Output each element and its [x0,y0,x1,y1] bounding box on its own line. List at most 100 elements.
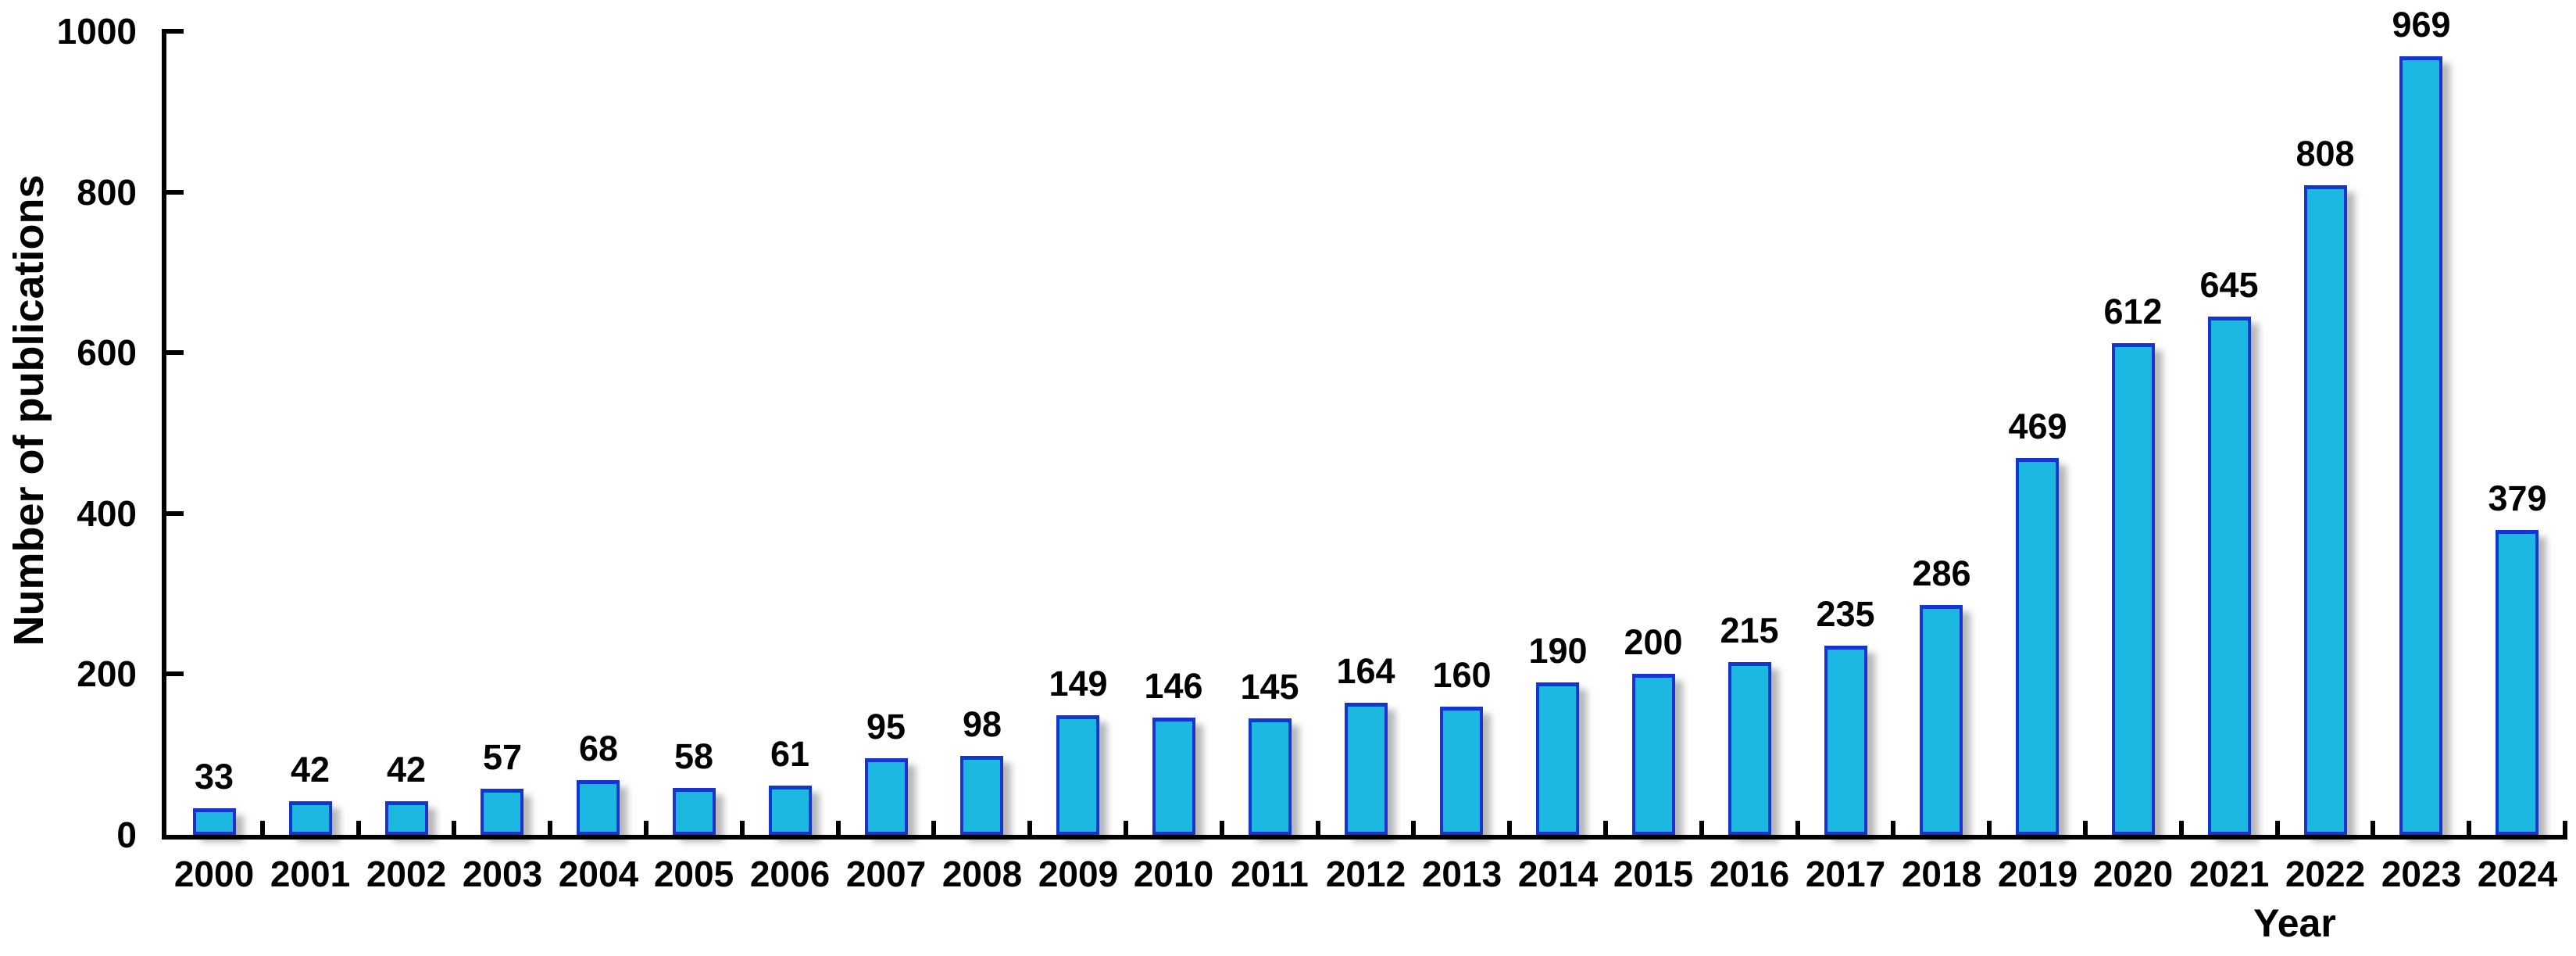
bar-2011 [1249,718,1292,835]
bar-value-label: 286 [1912,553,1971,593]
bar-value-label: 235 [1816,594,1875,634]
x-tick [259,821,265,835]
bar-2015 [1632,674,1675,835]
bar-value-label: 215 [1720,610,1779,650]
bar-2012 [1345,703,1388,835]
x-tick [1507,821,1513,835]
x-tick [2178,821,2184,835]
bar-2014 [1536,682,1579,835]
x-tick-label: 2011 [1231,854,1309,894]
y-tick-label: 1000 [56,11,137,52]
x-tick [355,821,361,835]
x-tick-label: 2020 [2092,854,2174,894]
x-tick-label: 2010 [1133,854,1214,894]
x-axis-line [162,835,2567,840]
bar-value-label: 42 [386,750,427,790]
x-tick-label: 2003 [462,854,543,894]
x-tick-label: 2014 [1517,854,1599,894]
bar-value-label: 164 [1336,651,1395,691]
x-tick-label: 2000 [173,854,255,894]
bar-value-label: 469 [2008,406,2067,446]
bar-2004 [577,780,620,835]
bar-value-label: 57 [482,737,523,777]
bar-value-label: 160 [1432,655,1492,695]
x-tick [548,821,553,835]
bar-2013 [1440,707,1483,835]
bar-value-label: 145 [1240,667,1299,707]
bar-value-label: 969 [2392,5,2451,45]
y-tick-label: 800 [77,171,137,213]
bar-2009 [1056,715,1099,835]
bar-value-label: 190 [1528,631,1588,671]
x-tick [1699,821,1704,835]
x-tick [1891,821,1896,835]
x-tick [1027,821,1033,835]
x-tick-label: 2024 [2477,854,2558,894]
x-tick [931,821,937,835]
y-tick-label: 0 [116,815,137,855]
x-tick-label: 2007 [845,854,927,894]
bar-value-label: 33 [194,757,234,797]
x-tick-label: 2019 [1997,854,2078,894]
bar-2023 [2399,56,2442,835]
bar-2008 [960,756,1003,835]
x-tick-label: 2018 [1901,854,1982,894]
x-tick [2274,821,2280,835]
y-tick [166,29,184,34]
bar-value-label: 808 [2296,134,2355,174]
bar-2001 [289,801,332,835]
bar-value-label: 61 [770,734,810,774]
bar-2005 [673,788,716,835]
x-tick [2371,821,2376,835]
bar-2024 [2496,530,2538,835]
x-tick-label: 2016 [1709,854,1790,894]
x-axis-title: Year [2253,901,2336,945]
bar-2000 [193,808,236,835]
bar-2016 [1728,662,1771,835]
x-tick [2563,821,2567,835]
x-tick [452,821,457,835]
x-tick-label: 2006 [749,854,831,894]
bar-value-label: 58 [673,736,714,776]
x-tick-label: 2002 [366,854,447,894]
bar-value-label: 42 [290,750,330,790]
bar-value-label: 68 [578,729,619,768]
bar-2010 [1152,718,1195,835]
y-tick-label: 400 [77,492,137,534]
bar-value-label: 98 [962,704,1002,744]
y-tick-label: 200 [77,653,137,695]
bar-2006 [769,786,812,835]
bar-2018 [1920,605,1963,835]
x-tick [644,821,648,835]
x-tick [1315,821,1320,835]
bar-2022 [2304,185,2347,835]
y-axis-line [162,29,166,840]
x-tick-label: 2021 [2188,854,2270,894]
x-tick [1987,821,1992,835]
bar-2003 [481,789,523,835]
x-tick [1411,821,1417,835]
bar-2021 [2208,317,2251,835]
y-tick [166,671,184,677]
bar-value-label: 612 [2103,292,2163,331]
x-tick [1124,821,1128,835]
bar-value-label: 146 [1144,666,1203,706]
bar-2020 [2112,343,2155,835]
x-tick [1603,821,1608,835]
bar-value-label: 95 [866,707,906,747]
x-tick-label: 2013 [1421,854,1502,894]
bar-value-label: 645 [2199,265,2259,305]
x-tick-label: 2001 [270,854,351,894]
bar-value-label: 149 [1049,664,1108,704]
x-tick [2467,821,2472,835]
bar-2017 [1824,646,1867,835]
bar-value-label: 200 [1624,622,1683,662]
x-tick-label: 2012 [1325,854,1406,894]
x-tick [739,821,745,835]
y-tick-label: 600 [77,332,137,374]
x-tick [1219,821,1224,835]
x-tick [835,821,841,835]
x-tick-label: 2023 [2381,854,2462,894]
x-tick-label: 2009 [1038,854,1119,894]
y-tick [166,189,184,195]
